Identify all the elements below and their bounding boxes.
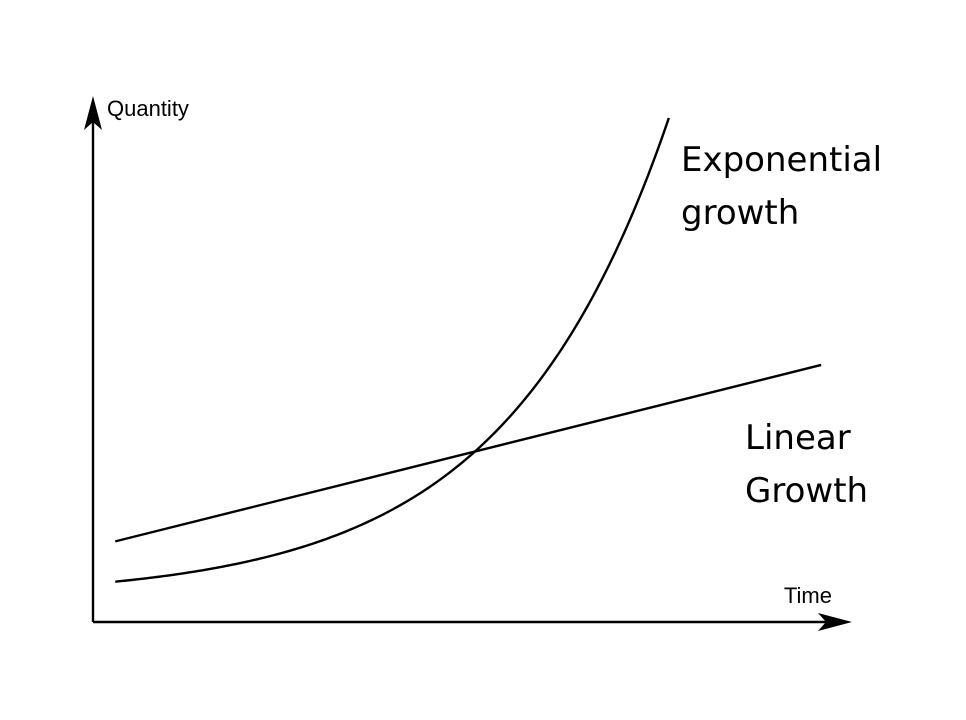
series-labels: Exponential growth Linear Growth	[681, 140, 882, 511]
series-layer	[114, 117, 822, 583]
series-label-exponential-line-2: growth	[681, 193, 799, 233]
series-line-exponential-growth	[115, 117, 670, 583]
x-axis-arrow-icon	[818, 613, 852, 631]
series-label-linear-line-1: Linear	[745, 418, 851, 458]
series-line-linear-growth	[114, 363, 822, 543]
series-label-exponential-line-1: Exponential	[681, 140, 882, 180]
x-axis-label: Time	[784, 583, 832, 608]
series-label-linear-line-2: Growth	[745, 471, 868, 511]
y-axis-arrow-icon	[84, 96, 102, 130]
y-axis-label: Quantity	[107, 96, 189, 121]
axes: Quantity Time	[84, 96, 852, 631]
